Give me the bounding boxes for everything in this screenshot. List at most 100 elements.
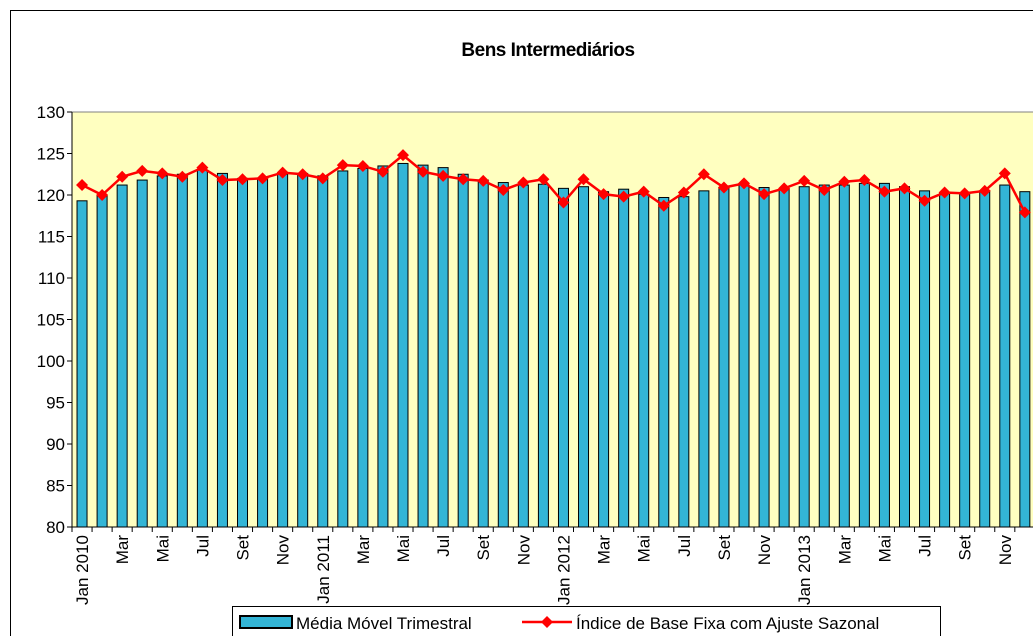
bar: [878, 182, 890, 528]
bar: [196, 169, 208, 528]
bar: [939, 192, 951, 528]
bar: [999, 184, 1011, 528]
plot-area: [71, 111, 1033, 528]
bar: [176, 173, 188, 528]
x-tick-label: Mai: [875, 535, 894, 562]
marker: [798, 174, 811, 187]
y-tick-label: 85: [46, 477, 65, 496]
marker: [276, 166, 289, 179]
marker: [116, 170, 129, 183]
x-tick-label: Jul: [675, 535, 694, 557]
bar: [437, 167, 449, 528]
marker: [778, 182, 791, 195]
marker: [657, 199, 670, 212]
y-tick-label: 100: [37, 352, 65, 371]
bar: [638, 193, 650, 528]
marker: [256, 172, 269, 185]
bar: [216, 172, 228, 528]
bar: [497, 182, 509, 528]
marker: [336, 159, 349, 172]
marker: [958, 187, 971, 200]
x-tick-label: Nov: [755, 535, 774, 566]
x-tick-label: Set: [956, 535, 975, 561]
bar: [979, 190, 991, 528]
x-tick-label: Mar: [835, 535, 854, 565]
bar: [377, 165, 389, 528]
marker: [477, 174, 490, 187]
marker: [497, 184, 510, 197]
x-tick-label: Mai: [153, 535, 172, 562]
marker: [818, 184, 831, 197]
bar: [517, 184, 529, 528]
marker: [296, 168, 309, 181]
x-tick-label: Mar: [113, 535, 132, 565]
marker: [617, 190, 630, 203]
chart-title: Bens Intermediários: [461, 40, 634, 61]
marker: [858, 174, 871, 187]
y-tick-label: 130: [37, 103, 65, 122]
marker: [216, 174, 229, 187]
marker: [758, 188, 771, 201]
marker: [96, 189, 109, 201]
marker: [978, 184, 991, 197]
bar: [898, 186, 910, 528]
bar: [718, 187, 730, 528]
marker: [557, 196, 570, 209]
marker: [898, 182, 911, 195]
bar: [798, 186, 810, 528]
marker: [637, 185, 650, 198]
marker: [316, 172, 329, 185]
bar: [237, 177, 249, 528]
marker: [597, 188, 610, 201]
bar: [277, 173, 289, 528]
x-tick-label: Set: [715, 535, 734, 561]
bar: [858, 182, 870, 528]
bar: [417, 164, 429, 528]
x-tick-label: Mai: [394, 535, 413, 562]
x-tick-label: Mar: [595, 535, 614, 565]
marker: [176, 170, 189, 183]
x-tick-label: Set: [474, 535, 493, 561]
marker: [417, 165, 430, 178]
bar: [678, 196, 690, 528]
bar: [537, 183, 549, 528]
y-tick-label: 105: [37, 311, 65, 330]
bar: [758, 187, 770, 528]
x-tick-label: Jul: [916, 535, 935, 557]
bar: [738, 184, 750, 528]
bar: [397, 162, 409, 528]
marker: [356, 159, 369, 172]
x-tick-label: Set: [234, 535, 253, 561]
marker: [998, 167, 1011, 180]
legend-label: Média Móvel Trimestral: [296, 614, 472, 633]
marker: [838, 175, 851, 188]
legend-box: [232, 606, 941, 636]
marker: [376, 165, 389, 178]
x-tick-label: Mar: [354, 535, 373, 565]
y-tick-label: 120: [37, 186, 65, 205]
bar: [919, 190, 931, 528]
bar: [457, 173, 469, 528]
marker: [396, 149, 409, 162]
x-tick-label: Jul: [434, 535, 453, 557]
y-tick-label: 90: [46, 435, 65, 454]
bar: [698, 190, 710, 528]
marker: [1018, 206, 1031, 219]
bar: [116, 184, 128, 528]
marker: [918, 194, 931, 207]
marker: [938, 186, 951, 199]
bar: [778, 188, 790, 528]
legend-marker: [541, 616, 553, 628]
x-tick-label: Jan 2012: [554, 535, 573, 605]
x-tick-label: Mai: [635, 535, 654, 562]
bar: [598, 191, 610, 528]
bar: [357, 167, 369, 528]
marker: [156, 167, 169, 180]
marker: [136, 164, 149, 177]
bar: [257, 177, 269, 528]
marker: [196, 161, 209, 174]
y-tick-label: 110: [38, 269, 65, 288]
x-tick-label: Jan 2010: [73, 535, 92, 605]
bar: [337, 170, 349, 528]
